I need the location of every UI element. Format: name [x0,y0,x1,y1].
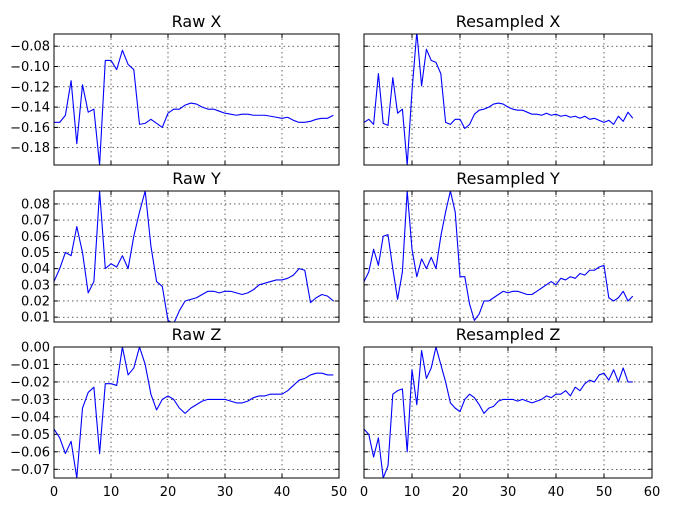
y-tick-label: −0.10 [10,60,50,75]
series-line-resampled-x [364,34,634,165]
plot-frame [53,190,340,323]
series-line-raw-y [54,191,334,322]
panel-raw-x: Raw X −0.08 −0.10 −0.12 −0.14 −0.16 −0.18 [10,12,340,166]
y-tick-label: −0.18 [10,141,50,156]
y-tick-label: 0.01 [21,311,50,326]
plot-frame [53,346,340,479]
y-tick-label: 0.05 [21,246,50,261]
y-tick-label: 0.08 [21,197,50,212]
y-tick-label: −0.12 [10,80,50,95]
y-tick-label: −0.07 [10,463,50,478]
panel-raw-y: Raw Y 0.08 0.070.060.050.040.030.02 0.01 [21,169,340,326]
x-tick-label: 10 [404,485,421,500]
series-line-raw-z [54,347,334,478]
y-tick-label: −0.03 [10,393,50,408]
chart-title: Resampled X [456,12,561,31]
y-tick-label: 0.02 [21,294,50,309]
chart-title: Raw Z [172,325,222,344]
y-tick-label: −0.08 [10,40,50,55]
x-tick-label: 20 [160,485,177,500]
y-tick-label: −0.02 [10,375,50,390]
x-tick-label: 40 [548,485,565,500]
y-tick-label: −0.06 [10,445,50,460]
y-tick-label: −0.04 [10,410,50,425]
x-tick-label: 0 [50,485,58,500]
y-tick-label: −0.14 [10,101,50,116]
plot-frame [363,33,653,166]
x-tick-label: 10 [103,485,120,500]
series-line-resampled-z [364,347,633,478]
chart-title: Resampled Z [456,325,561,344]
chart-title: Raw Y [172,169,221,188]
x-tick-label: 60 [644,485,661,500]
x-tick-label: 40 [274,485,291,500]
chart-title: Raw X [172,12,222,31]
y-tick-label: −0.05 [10,428,50,443]
chart-title: Resampled Y [456,169,560,188]
x-tick-label: 30 [500,485,517,500]
x-tick-label: 50 [331,485,348,500]
plot-frame [363,190,653,323]
plot-frame [363,346,653,479]
y-tick-label: 0.00 [21,341,50,356]
y-tick-label: 0.07 [21,214,50,229]
panel-resampled-y: Resampled Y [363,169,653,323]
panel-resampled-x: Resampled X [363,12,653,166]
plot-frame [53,33,340,166]
y-tick-label: −0.16 [10,121,50,136]
x-tick-label: 0 [360,485,368,500]
x-tick-label: 20 [452,485,469,500]
x-tick-label: 50 [596,485,613,500]
series-line-raw-x [54,49,334,165]
x-tick-label: 30 [217,485,234,500]
y-tick-label: 0.04 [21,262,50,277]
y-tick-label: 0.03 [21,278,50,293]
series-line-resampled-y [364,191,634,321]
panel-raw-z: Raw Z 0.00 −0.01 −0.02 −0.03 −0.04 −0.05 −0.06 −… [10,325,347,500]
y-tick-label: −0.01 [10,358,50,373]
panel-resampled-z: Resampled Z 0 10 20 30 40 50 60 [360,325,660,500]
y-tick-label: 0.06 [21,230,50,245]
